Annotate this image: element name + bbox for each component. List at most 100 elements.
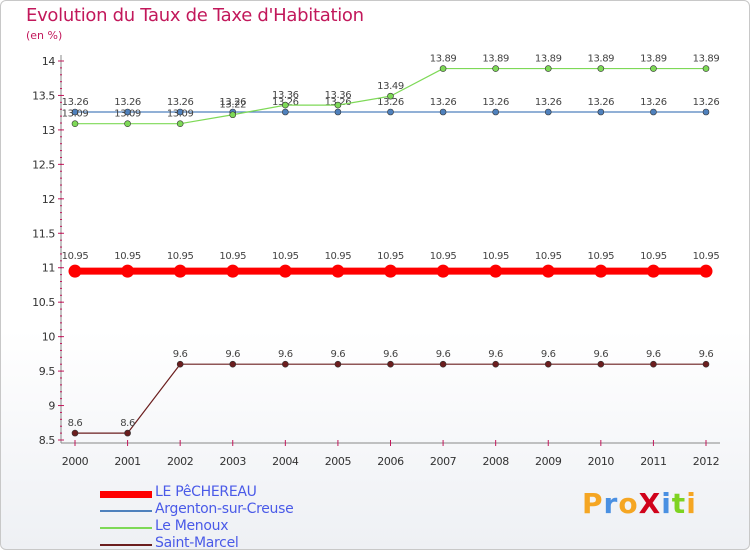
data-label: 10.95 xyxy=(588,251,615,262)
data-point xyxy=(702,360,710,368)
data-point xyxy=(492,65,499,72)
x-tick-label: 2011 xyxy=(640,455,666,468)
data-label: 10.95 xyxy=(325,251,352,262)
y-tick-label: 12.5 xyxy=(32,158,55,171)
data-label: 13.26 xyxy=(588,97,615,108)
data-point xyxy=(492,360,499,368)
data-label: 10.95 xyxy=(219,251,246,262)
data-label: 9.6 xyxy=(699,349,714,360)
legend-label: LE PêCHEREAU xyxy=(155,484,257,500)
data-point xyxy=(176,360,184,368)
data-point xyxy=(71,429,79,437)
y-tick-label: 10 xyxy=(42,331,56,344)
data-label: 13.26 xyxy=(535,97,562,108)
x-tick-label: 2003 xyxy=(220,455,247,468)
data-point xyxy=(124,120,131,128)
data-label: 10.95 xyxy=(535,251,562,262)
data-point xyxy=(229,111,237,119)
data-label: 13.09 xyxy=(62,109,89,120)
data-label: 13.89 xyxy=(588,54,615,65)
data-label: 9.6 xyxy=(646,349,661,360)
logo-letter: i xyxy=(661,487,672,520)
logo-letter: X xyxy=(638,487,662,520)
data-point xyxy=(173,264,187,278)
data-point xyxy=(282,101,289,109)
data-label: 13.26 xyxy=(114,97,141,108)
data-point xyxy=(387,360,394,368)
x-tick-label: 2000 xyxy=(62,455,89,468)
data-label: 13.26 xyxy=(167,97,194,108)
y-tick-label: 9.5 xyxy=(39,365,56,378)
legend-swatch xyxy=(100,544,152,546)
y-tick-label: 9 xyxy=(48,400,55,413)
data-point xyxy=(282,108,289,116)
data-label: 13.26 xyxy=(219,97,246,108)
data-label: 9.6 xyxy=(593,349,608,360)
x-tick-label: 2006 xyxy=(377,455,404,468)
data-point xyxy=(384,264,397,278)
data-point xyxy=(278,264,292,278)
data-point xyxy=(439,108,447,116)
logo-letter: i xyxy=(686,487,697,520)
series-line xyxy=(75,363,706,434)
data-point xyxy=(597,360,605,368)
data-point xyxy=(544,108,552,116)
data-label: 13.89 xyxy=(430,54,457,65)
x-tick-label: 2002 xyxy=(167,455,193,468)
x-tick-label: 2012 xyxy=(693,455,719,468)
data-label: 13.09 xyxy=(114,109,141,120)
data-label: 9.6 xyxy=(488,349,503,360)
data-point xyxy=(229,360,237,368)
y-tick-label: 14 xyxy=(42,55,56,68)
data-point xyxy=(439,65,447,72)
y-tick-label: 13 xyxy=(42,124,56,137)
chart-title: Evolution du Taux de Taxe d'Habitation xyxy=(26,5,364,26)
data-point xyxy=(650,65,657,72)
data-point xyxy=(124,108,131,116)
data-label: 13.26 xyxy=(430,97,457,108)
data-label: 13.89 xyxy=(482,54,509,65)
data-point xyxy=(492,108,499,116)
data-point xyxy=(650,108,657,116)
data-point xyxy=(544,65,552,72)
legend-label: Le Menoux xyxy=(155,518,229,534)
legend-label: Argenton-sur-Creuse xyxy=(155,501,294,517)
legend-swatch xyxy=(100,510,152,512)
x-tick-label: 2005 xyxy=(325,455,352,468)
data-label: 13.36 xyxy=(272,90,299,101)
logo-letter: r xyxy=(603,487,619,520)
y-tick-label: 11 xyxy=(42,262,55,275)
data-label: 13.89 xyxy=(693,54,720,65)
data-label: 9.6 xyxy=(331,349,346,360)
x-tick-label: 2007 xyxy=(430,455,457,468)
data-point xyxy=(334,108,342,116)
data-label: 10.95 xyxy=(167,251,194,262)
x-tick-label: 2010 xyxy=(588,455,615,468)
data-point xyxy=(124,429,131,437)
data-label: 13.36 xyxy=(325,90,352,101)
data-label: 10.95 xyxy=(62,251,89,262)
data-point xyxy=(176,120,184,128)
data-point xyxy=(650,360,657,368)
data-label: 13.09 xyxy=(167,109,194,120)
data-point xyxy=(334,360,342,368)
data-point xyxy=(176,108,184,116)
data-point xyxy=(702,65,710,72)
data-label: 13.89 xyxy=(640,54,667,65)
data-point xyxy=(699,264,713,278)
x-tick-label: 2008 xyxy=(482,455,509,468)
data-point xyxy=(439,360,447,368)
x-tick-label: 2004 xyxy=(272,455,299,468)
legend-swatch xyxy=(100,491,152,498)
data-point xyxy=(544,360,552,368)
data-label: 10.95 xyxy=(114,251,141,262)
data-label: 13.26 xyxy=(377,97,404,108)
data-point xyxy=(387,92,394,100)
data-label: 9.6 xyxy=(278,349,293,360)
y-tick-label: 10.5 xyxy=(32,296,55,309)
proxiti-logo: ProXiti xyxy=(582,487,697,520)
y-axis-unit-label: (en %) xyxy=(26,29,63,42)
logo-letter: t xyxy=(671,487,687,520)
data-label: 9.6 xyxy=(383,349,398,360)
data-point xyxy=(387,108,394,116)
